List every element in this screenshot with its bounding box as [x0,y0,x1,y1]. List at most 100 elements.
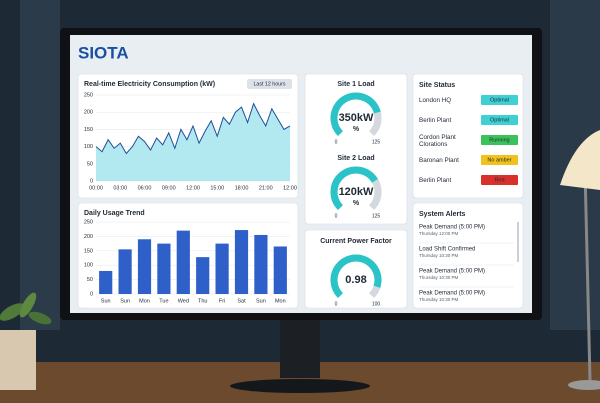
x-tick-label: Sat [237,298,246,304]
status-badge [481,115,518,125]
plant-leaf [28,311,52,325]
x-tick-label: Wed [178,298,189,304]
gauge-value: 120kW [339,186,374,198]
y-tick-label: 150 [84,127,93,133]
bar [118,249,132,294]
bar [176,230,190,294]
y-tick-label: 200 [84,234,93,240]
alert-title: Peak Demand (5:00 PM) [419,291,485,297]
alert-title: Peak Demand (5:00 PM) [419,269,485,275]
monitor-base [230,379,370,393]
bar [254,234,268,294]
status-label: No amber [487,157,511,163]
panel [412,202,524,309]
status-label: Red [494,177,504,183]
range-button-label[interactable]: Last 12 hours [253,81,285,87]
gauge-max: 100 [372,301,381,307]
bar [99,270,113,294]
x-tick-label: Thu [198,298,207,304]
panel [304,229,408,309]
x-tick-label: 18:00 [235,185,249,191]
logo: SIOTA [78,43,129,62]
x-tick-label: Mon [139,298,150,304]
site-name-box: Cordon Plant Clorations [419,134,456,149]
y-tick-label: 250 [84,219,93,225]
x-tick-label: Mon [275,298,286,304]
status-label: Optimal [490,117,509,123]
plant-leaf [19,292,37,318]
gauge-title: Site 1 Load [337,81,374,88]
alert-time: Thursday 10:30 PM [419,275,459,280]
line [95,102,291,155]
chart-title: Daily Usage Trend [84,210,145,217]
lamp-shade [560,130,600,190]
x-tick-label: Sun [256,298,266,304]
status-badge [481,95,518,105]
x-tick-label: 06:00 [138,185,152,191]
y-tick-label: 0 [90,291,93,297]
gauge-value: 0.98 [345,274,366,286]
y-tick-label: 0 [90,178,93,184]
monitor-stand [280,318,320,378]
y-tick-label: 200 [84,110,93,116]
bar [215,243,229,294]
status-badge [481,135,518,145]
site-name: Baronan Plant [419,157,459,165]
range-button[interactable] [247,79,292,89]
gauge-arc [330,254,382,299]
gauge-unit: % [353,126,360,133]
status-badge [481,175,518,185]
site-name-box: Berlin Plant [419,117,452,125]
bar [157,243,171,294]
y-tick-label: 50 [87,277,93,283]
x-tick-label: Fri [219,298,225,304]
gauge-value: 350kW [339,112,374,124]
site-name: London HQ [419,97,452,105]
x-tick-label: 00:00 [89,185,103,191]
alert-title: Load Shift Confirmed [419,247,475,253]
y-tick-label: 100 [84,263,93,269]
chart-title: Real-time Electricity Consumption (kW) [84,81,215,88]
y-tick-label: 100 [84,144,93,150]
lamp-base [568,380,600,390]
lamp-arm [583,169,592,381]
alert-time: Thursday 10:30 PM [419,253,459,258]
area [96,103,290,181]
y-tick-label: 250 [84,92,93,98]
bar [137,239,152,294]
y-tick-label: 150 [84,248,93,254]
x-tick-label: 15:00 [210,185,224,191]
x-tick-label: 12:00 [186,185,200,191]
bar [273,246,287,294]
gauge-arc [330,166,378,211]
gauge-title: Site 2 Load [337,155,374,162]
gauge-arc [330,92,381,137]
alert-title: Peak Demand (5:00 PM) [419,225,485,231]
x-tick-label: 09:00 [162,185,176,191]
x-tick-label: 12:00 [283,185,297,191]
site-name: Berlin Plant [419,177,452,185]
bar [234,230,249,294]
gauge-min: 0 [335,139,338,145]
gauge-unit: % [353,200,360,207]
gauge-min: 0 [335,301,338,307]
gauge-min: 0 [335,213,338,219]
panel [304,73,408,225]
plant-pot [0,330,36,390]
panel-title: Site Status [419,82,455,89]
site-name-box: Berlin Plant [419,177,452,185]
status-badge [481,155,518,165]
x-tick-label: Sun [101,298,111,304]
site-name-box: London HQ [419,97,452,105]
site-name: Berlin Plant [419,117,452,125]
x-tick-label: 03:00 [113,185,127,191]
gauge-max: 125 [372,213,381,219]
x-tick-label: 21:00 [259,185,273,191]
status-label: Running [489,137,510,143]
window-strip [20,0,60,330]
alert-time: Thursday 12:00 PM [419,231,459,236]
status-label: Optimal [490,97,509,103]
gauge-max: 125 [372,139,381,145]
